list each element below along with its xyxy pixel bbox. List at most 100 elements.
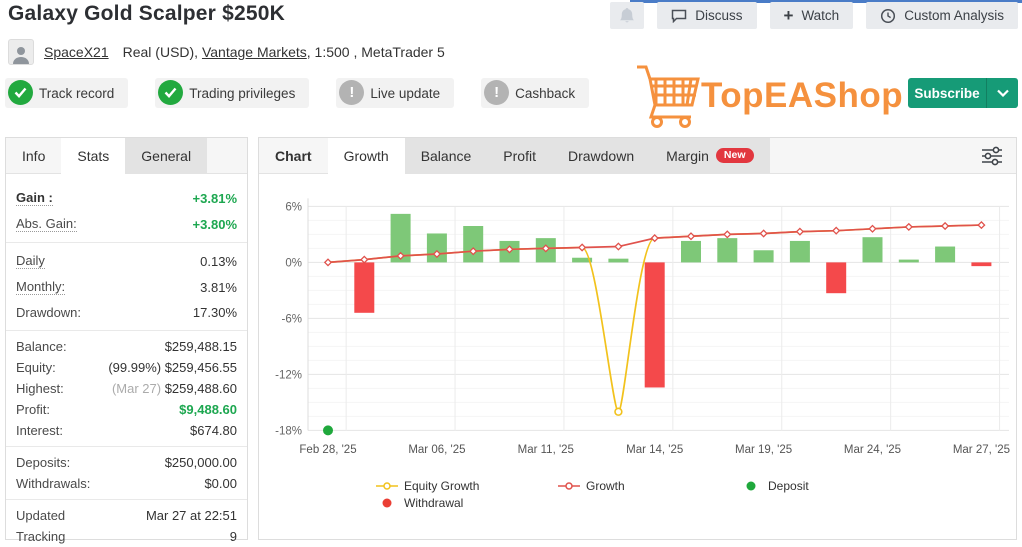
stat-row-highest: Highest: (Mar 27) $259,488.60 (6, 378, 247, 399)
stat-value: 0.13% (200, 253, 237, 269)
growth-line (327, 224, 982, 264)
topeashop-logo[interactable]: TopEAShop (633, 55, 903, 136)
stat-value: (99.99%) $259,456.55 (108, 360, 237, 375)
legend-deposit: Deposit (746, 479, 809, 493)
watch-label: Watch (801, 8, 840, 23)
discuss-button[interactable]: Discuss (657, 2, 757, 29)
bar-mar-27-25 (971, 262, 992, 267)
legend-label: Equity Growth (404, 479, 479, 493)
x-tick-label: Feb 28, '25 (299, 444, 356, 456)
tab-general[interactable]: General (125, 138, 208, 173)
tab-stats-label: Stats (77, 147, 110, 164)
stat-row-gain: Gain : +3.81% (6, 185, 247, 211)
tab-chart-label: Chart (275, 147, 312, 164)
account-meta: Real (USD), Vantage Markets, 1:500 , Met… (123, 44, 445, 60)
bar-mar-05-25 (390, 213, 411, 263)
broker-link[interactable]: Vantage Markets (201, 44, 307, 60)
x-tick-label: Mar 14, '25 (626, 444, 683, 456)
chart-settings-icon[interactable] (980, 145, 1004, 172)
badge-label: Track record (39, 85, 115, 101)
account-platform: , 1:500 , MetaTrader 5 (306, 44, 445, 60)
y-tick-label: -12% (275, 369, 302, 381)
x-tick-label: Mar 11, '25 (518, 444, 574, 456)
stat-row-profit: Profit: $9,488.60 (6, 399, 247, 420)
stat-value: $0.00 (204, 476, 237, 491)
legend-withdrawal: Withdrawal (382, 496, 463, 510)
stat-row-interest: Interest: $674.80 (6, 420, 247, 441)
stat-group: Updated Mar 27 at 22:51 Tracking 9 (6, 499, 247, 547)
bar-mar-24-25 (862, 237, 883, 263)
legend-label: Deposit (768, 479, 809, 493)
stat-label: Gain : (16, 190, 53, 206)
y-tick-label: 0% (285, 257, 302, 269)
subscribe-button[interactable]: Subscribe (908, 78, 1018, 108)
bell-icon (619, 7, 635, 25)
stat-value: $674.80 (190, 423, 237, 438)
watch-button[interactable]: + Watch (769, 2, 854, 29)
stat-value-prefix: (Mar 27) (111, 381, 165, 396)
subscribe-label: Subscribe (914, 85, 980, 101)
bar-mar-17-25 (681, 240, 701, 263)
stat-value: $250,000.00 (164, 455, 237, 470)
tab-chart[interactable]: Chart (259, 138, 328, 173)
stat-label: Equity: (16, 360, 56, 375)
stat-row-daily: Daily 0.13% (6, 248, 247, 274)
stat-row-monthly: Monthly: 3.81% (6, 274, 247, 300)
discuss-icon (671, 8, 687, 23)
tab-margin[interactable]: Margin New (650, 138, 770, 173)
stat-row-equity: Equity: (99.99%) $259,456.55 (6, 357, 247, 378)
tab-profit[interactable]: Profit (487, 138, 552, 173)
exclamation-circle-icon: ! (484, 80, 510, 105)
verification-badges: Track record Trading privileges! Live upda… (5, 78, 590, 108)
bar-mar-25-25 (898, 259, 919, 263)
notifications-button[interactable] (610, 2, 645, 29)
stat-label: Profit: (16, 402, 50, 417)
user-link[interactable]: SpaceX21 (44, 44, 109, 60)
deposit-marker (323, 425, 333, 436)
tab-drawdown-label: Drawdown (567, 147, 635, 164)
tab-balance[interactable]: Balance (404, 138, 488, 173)
badge-trading-privileges: Trading privileges (155, 78, 310, 108)
bar-mar-07-25 (463, 226, 484, 263)
bar-mar-19-25 (753, 250, 774, 263)
tab-info[interactable]: Info (6, 138, 61, 173)
x-tick-label: Mar 24, '25 (844, 444, 901, 456)
stat-group: Deposits: $250,000.00 Withdrawals: $0.00 (6, 446, 247, 499)
badge-track-record: Track record (5, 78, 129, 108)
daily-gain-bars (354, 213, 992, 388)
stat-value: $259,488.15 (164, 339, 237, 354)
bar-mar-26-25 (935, 246, 956, 263)
stat-label: Monthly: (16, 279, 66, 295)
growth-chart-svg: 6% 0% -6% -12% -18% Feb 28, '25 Mar 06, '25 Mar… (275, 198, 1010, 510)
stat-value: 9 (229, 529, 237, 544)
tab-profit-label: Profit (503, 147, 536, 164)
stat-value: Mar 27 at 22:51 (145, 508, 237, 523)
stat-row-abs-gain: Abs. Gain: +3.80% (6, 211, 247, 237)
bar-mar-12-25 (572, 257, 593, 263)
stat-label: Interest: (16, 423, 63, 438)
stat-label: Abs. Gain: (16, 216, 77, 232)
bar-mar-04-25 (354, 262, 375, 313)
logo-text: TopEAShop (701, 75, 904, 115)
tab-drawdown[interactable]: Drawdown (551, 138, 651, 173)
tab-balance-label: Balance (420, 147, 472, 164)
top-nav-strip (630, 0, 1022, 3)
tab-growth[interactable]: Growth (327, 138, 405, 174)
stats-panel: Info Stats General Gain : +3.81% Abs. Gain: +… (5, 137, 248, 544)
tab-info-label: Info (22, 147, 46, 164)
tab-stats[interactable]: Stats (61, 138, 126, 174)
chart-panel: Chart Growth Balance Profit Drawdown Margin Ne… (258, 137, 1017, 540)
stat-value: (Mar 27) $259,488.60 (111, 381, 237, 396)
badge-label: Trading privileges (189, 85, 296, 101)
stat-label: Daily (16, 253, 45, 269)
stat-label: Withdrawals: (16, 476, 91, 491)
x-tick-label: Mar 06, '25 (408, 444, 465, 456)
y-tick-label: -18% (275, 425, 302, 437)
exclamation-circle-icon: ! (339, 80, 365, 105)
shopping-cart-icon (633, 55, 705, 136)
custom-analysis-button[interactable]: Custom Analysis (866, 2, 1018, 29)
chevron-down-icon[interactable] (986, 78, 1018, 108)
badge-label: Cashback (515, 85, 576, 101)
legend-equity-growth: Equity Growth (376, 479, 479, 493)
chart-legend: Equity Growth Growth Deposit Withdrawal (376, 479, 809, 510)
